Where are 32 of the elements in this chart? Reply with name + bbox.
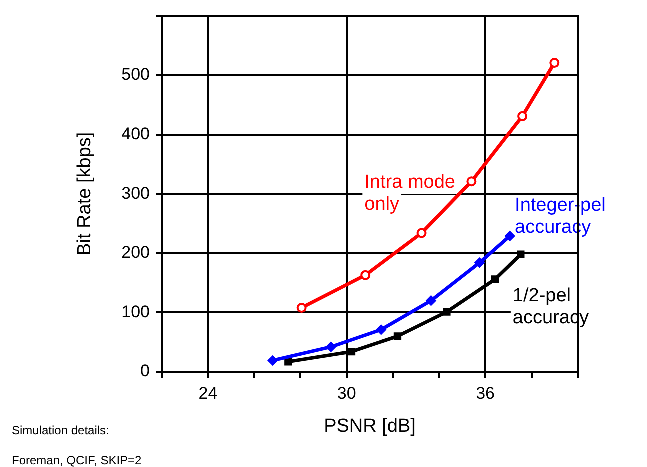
y-tick-label: 300: [122, 184, 150, 203]
y-axis-title: Bit Rate [kbps]: [74, 132, 96, 256]
point: [491, 276, 500, 284]
point: [474, 258, 485, 268]
y-tick-label: 0: [140, 362, 150, 381]
point: [348, 348, 356, 356]
point: [268, 356, 278, 366]
point: [518, 111, 528, 122]
point: [376, 324, 386, 335]
series-label: Intra mode only: [364, 172, 456, 215]
y-tick-label: 500: [122, 65, 150, 84]
point: [550, 58, 560, 68]
point: [296, 302, 307, 313]
y-tick-label: 400: [122, 124, 150, 144]
point: [360, 270, 371, 280]
y-tick-label: 100: [122, 302, 150, 322]
text: Foreman, QCIF, SKIP=2: [12, 453, 142, 467]
point: [466, 176, 477, 187]
x-axis-title: PSNR [dB]: [324, 416, 416, 437]
point: [517, 250, 525, 258]
text: Simulation details:: [12, 423, 110, 438]
y-tick-label: 200: [122, 243, 150, 262]
point: [426, 296, 436, 306]
point: [326, 342, 336, 352]
x-tick-label: 30: [337, 384, 356, 403]
point: [394, 332, 402, 340]
point: [443, 308, 451, 316]
point: [416, 228, 427, 238]
point: [505, 231, 516, 242]
x-tick-label: 36: [476, 384, 496, 403]
x-tick-label: 24: [198, 384, 218, 403]
point: [284, 358, 292, 366]
